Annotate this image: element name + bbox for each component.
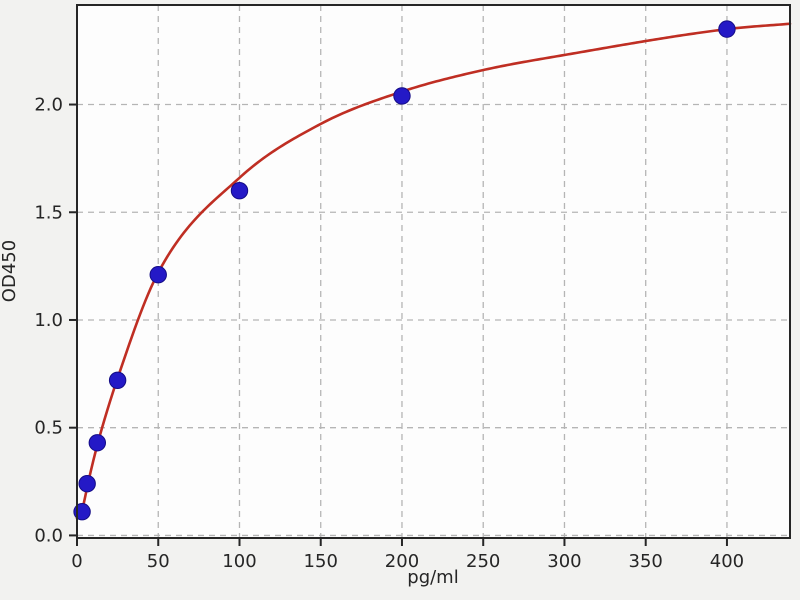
x-tick-label: 0: [71, 551, 82, 572]
fit-curve-line: [75, 22, 792, 520]
chart-render-root: 0 50 100 150 200 250 300 350 400 0.0 0.5 1.0 1.5 2.0: [34, 4, 792, 572]
x-tick-label: 300: [547, 551, 581, 572]
x-tick-label: 250: [466, 551, 500, 572]
data-point: [88, 434, 107, 452]
y-tick-label: 0.0: [34, 525, 63, 546]
x-tick-label: 150: [304, 551, 338, 572]
gridlines: [76, 5, 790, 538]
y-axis-label: OD450: [0, 240, 20, 302]
data-point: [149, 266, 167, 284]
x-tick-label: 100: [222, 551, 256, 572]
y-tick-label: 1.5: [34, 202, 63, 223]
data-point: [718, 20, 736, 38]
x-tick-label: 50: [147, 551, 170, 572]
y-tick-label: 1.0: [34, 310, 63, 331]
data-point: [108, 371, 127, 389]
x-axis-label: pg/ml: [407, 567, 458, 588]
tick-marks: [69, 103, 728, 546]
tick-labels: 0 50 100 150 200 250 300 350 400 0.0 0.5 1.0 1.5 2.0: [34, 95, 744, 572]
axes-spines: [76, 4, 791, 539]
data-point: [393, 87, 411, 105]
y-tick-label: 2.0: [34, 95, 63, 116]
x-tick-label: 350: [629, 551, 663, 572]
y-tick-label: 0.5: [34, 418, 63, 439]
x-tick-label: 200: [385, 551, 419, 572]
plot-area: [77, 5, 790, 538]
data-point: [230, 182, 249, 200]
data-point: [78, 475, 96, 493]
x-tick-label: 400: [710, 551, 744, 572]
